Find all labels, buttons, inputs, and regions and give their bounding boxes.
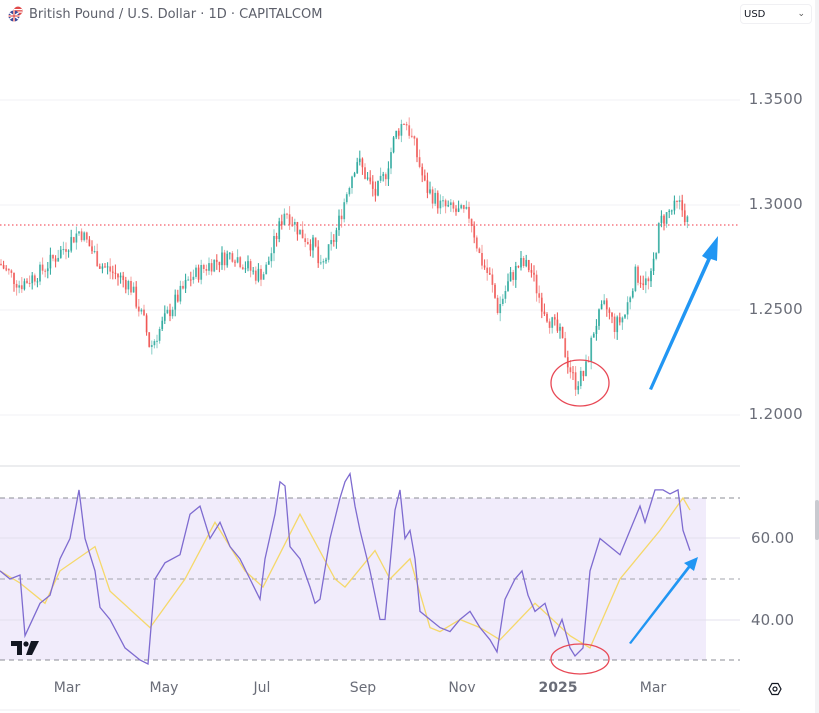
rsi-axis-label: 40.00 xyxy=(751,611,794,629)
scrollbar-thumb[interactable] xyxy=(815,500,819,540)
currency-value: USD xyxy=(744,8,766,20)
time-axis-label: Nov xyxy=(448,680,476,696)
rsi-uptrend-arrow-annotation[interactable] xyxy=(629,557,698,644)
chevron-down-icon: ⌄ xyxy=(797,9,805,19)
time-axis-label: May xyxy=(149,680,179,696)
currency-selector[interactable]: USD ⌄ xyxy=(740,4,812,24)
price-chart[interactable] xyxy=(0,0,740,713)
time-axis-label: Jul xyxy=(253,680,271,696)
time-axis-label: Mar xyxy=(639,680,667,696)
price-axis-label: 1.3500 xyxy=(748,90,803,108)
rsi-levels xyxy=(0,497,740,661)
price-axis-label: 1.3000 xyxy=(748,195,803,213)
time-axis-label-year: 2025 xyxy=(538,680,578,696)
rsi-ma-line xyxy=(0,496,691,649)
price-axis-label: 1.2000 xyxy=(748,405,803,423)
time-axis-label: Sep xyxy=(349,680,377,696)
time-axis-label: Mar xyxy=(53,680,81,696)
gbp-usd-flag-icon xyxy=(8,6,23,22)
vertical-scrollbar[interactable] xyxy=(815,0,819,713)
tradingview-logo-icon[interactable] xyxy=(11,641,39,656)
symbol-title[interactable]: British Pound / U.S. Dollar · 1D · CAPIT… xyxy=(29,6,323,22)
settings-gear-icon[interactable] xyxy=(768,682,782,696)
bottom-circle-annotation[interactable] xyxy=(550,359,610,407)
rsi-bottom-circle-annotation[interactable] xyxy=(550,643,610,675)
rsi-line xyxy=(0,471,691,666)
candlestick-series xyxy=(0,117,689,396)
chart-header: British Pound / U.S. Dollar · 1D · CAPIT… xyxy=(0,0,740,28)
uptrend-arrow-annotation[interactable] xyxy=(649,236,718,390)
price-grid xyxy=(0,99,740,416)
price-axis-label: 1.2500 xyxy=(748,300,803,318)
rsi-axis-label: 60.00 xyxy=(751,529,794,547)
